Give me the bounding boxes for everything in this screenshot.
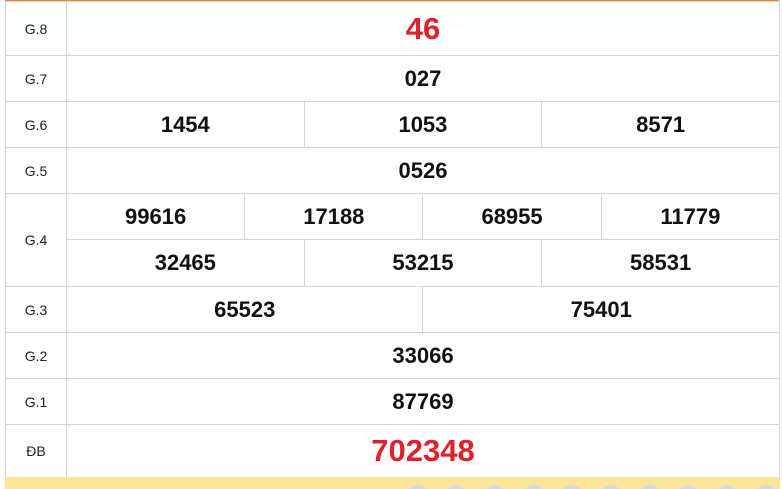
prize-value: 53215: [303, 239, 543, 287]
row-g8: G.8 46: [5, 1, 780, 56]
prize-value: 58531: [541, 239, 780, 287]
prize-value: 65523: [65, 286, 424, 333]
ball-icon: [677, 485, 699, 489]
prize-value: 32465: [66, 239, 305, 287]
prize-label: G.8: [5, 1, 67, 56]
prize-value: 46: [66, 1, 780, 56]
prize-value: 33066: [66, 332, 780, 379]
row-special: ĐB 702348: [5, 424, 780, 478]
ball-icon: [445, 485, 467, 489]
ball-icon: [600, 485, 622, 489]
row-g2: G.2 33066: [5, 332, 780, 379]
prize-value: 027: [66, 55, 780, 102]
prize-value: 11779: [600, 193, 781, 240]
row-g7: G.7 027: [5, 55, 780, 102]
prize-value: 68955: [422, 193, 602, 240]
prize-value: 8571: [541, 101, 780, 148]
row-g4-second: 32465 53215 58531: [6, 239, 780, 287]
row-g4: G.4 99616 17188 68955 11779: [5, 193, 781, 287]
prize-value: 1053: [303, 101, 543, 148]
ball-icon: [755, 485, 777, 489]
lottery-results-table: G.8 46 G.7 027 G.6 1454 1053 8571 G.5 05…: [5, 1, 781, 478]
prize-label: G.1: [5, 378, 67, 425]
prize-value: 0526: [66, 147, 780, 194]
ball-icon: [639, 485, 661, 489]
ball-icon: [523, 485, 545, 489]
prize-value: 75401: [422, 286, 780, 333]
prize-value: 87769: [66, 378, 780, 425]
row-g1: G.1 87769: [5, 378, 780, 425]
prize-label: G.7: [5, 55, 67, 102]
prize-label: G.2: [5, 332, 67, 379]
bottom-strip: [5, 477, 780, 489]
row-g5: G.5 0526: [5, 147, 780, 194]
prize-value: 1454: [66, 101, 305, 148]
row-g6: G.6 1454 1053 8571: [5, 101, 780, 148]
prize-value: 99616: [65, 193, 246, 240]
prize-label: G.4: [5, 193, 67, 287]
ball-icon: [407, 485, 429, 489]
prize-label: G.6: [5, 101, 67, 148]
special-prize-value: 702348: [66, 424, 780, 478]
prize-label: G.5: [5, 147, 67, 194]
prize-label: ĐB: [5, 424, 67, 478]
ball-icon: [716, 485, 738, 489]
ball-icon: [561, 485, 583, 489]
ball-icon: [484, 485, 506, 489]
row-g3: G.3 65523 75401: [5, 286, 780, 333]
prize-label: G.3: [5, 286, 67, 333]
prize-value: 17188: [244, 193, 424, 240]
